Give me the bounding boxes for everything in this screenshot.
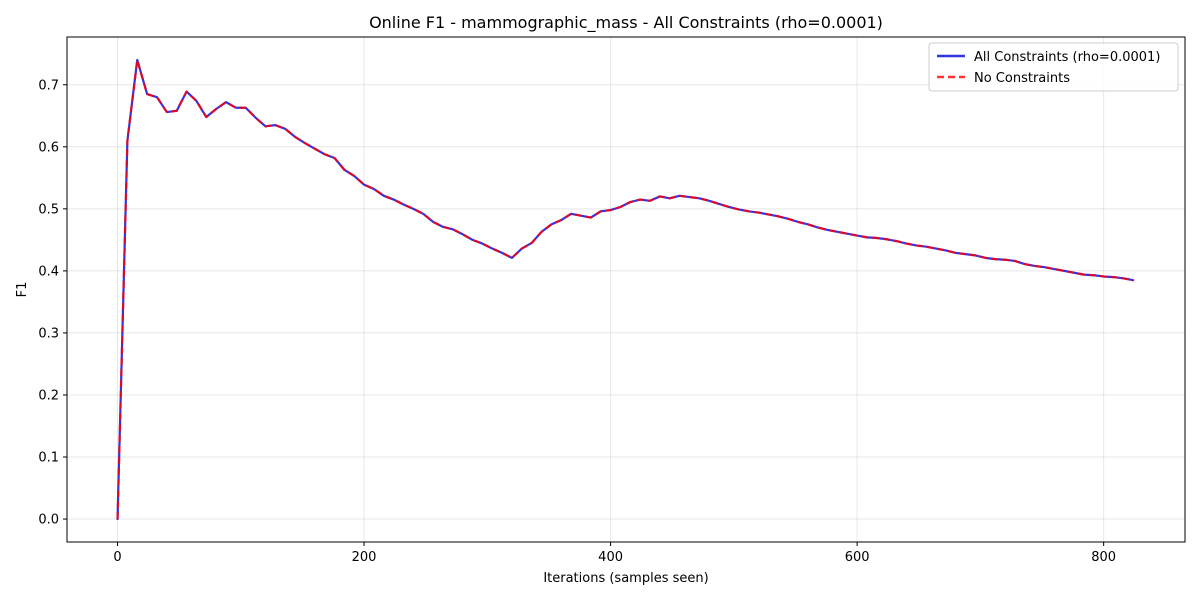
x-tick-label: 400	[598, 550, 623, 565]
legend-label-all-constraints: All Constraints (rho=0.0001)	[974, 50, 1160, 65]
series-lines	[116, 58, 1135, 521]
x-tick-label: 200	[352, 550, 377, 565]
y-tick-label: 0.3	[38, 326, 59, 341]
x-tick-label: 800	[1091, 550, 1116, 565]
y-tick-label: 0.6	[38, 140, 59, 155]
chart-title: Online F1 - mammographic_mass - All Cons…	[369, 13, 883, 33]
y-tick-label: 0.7	[38, 78, 59, 93]
series-line-no-constraints	[116, 58, 1134, 520]
legend-box	[928, 42, 1179, 92]
x-axis-label: Iterations (samples seen)	[543, 571, 708, 586]
y-tick-label: 0.0	[38, 513, 59, 528]
y-axis-label: F1	[15, 282, 30, 298]
y-tick-label: 0.1	[38, 451, 59, 466]
legend-label-no-constraints: No Constraints	[974, 71, 1070, 86]
x-tick-label: 600	[845, 550, 870, 565]
legend: All Constraints (rho=0.0001) No Constrai…	[928, 42, 1179, 92]
plot-frame	[66, 36, 1186, 543]
y-tick-label: 0.5	[38, 202, 59, 217]
y-tick-label: 0.4	[38, 264, 59, 279]
grid	[67, 37, 1185, 542]
x-axis-ticks: 0 200 400 600 800	[113, 542, 1116, 565]
x-tick-label: 0	[113, 550, 121, 565]
y-tick-label: 0.2	[38, 388, 59, 403]
y-axis-ticks: 0.0 0.1 0.2 0.3 0.4 0.5 0.6 0.7	[38, 78, 67, 528]
